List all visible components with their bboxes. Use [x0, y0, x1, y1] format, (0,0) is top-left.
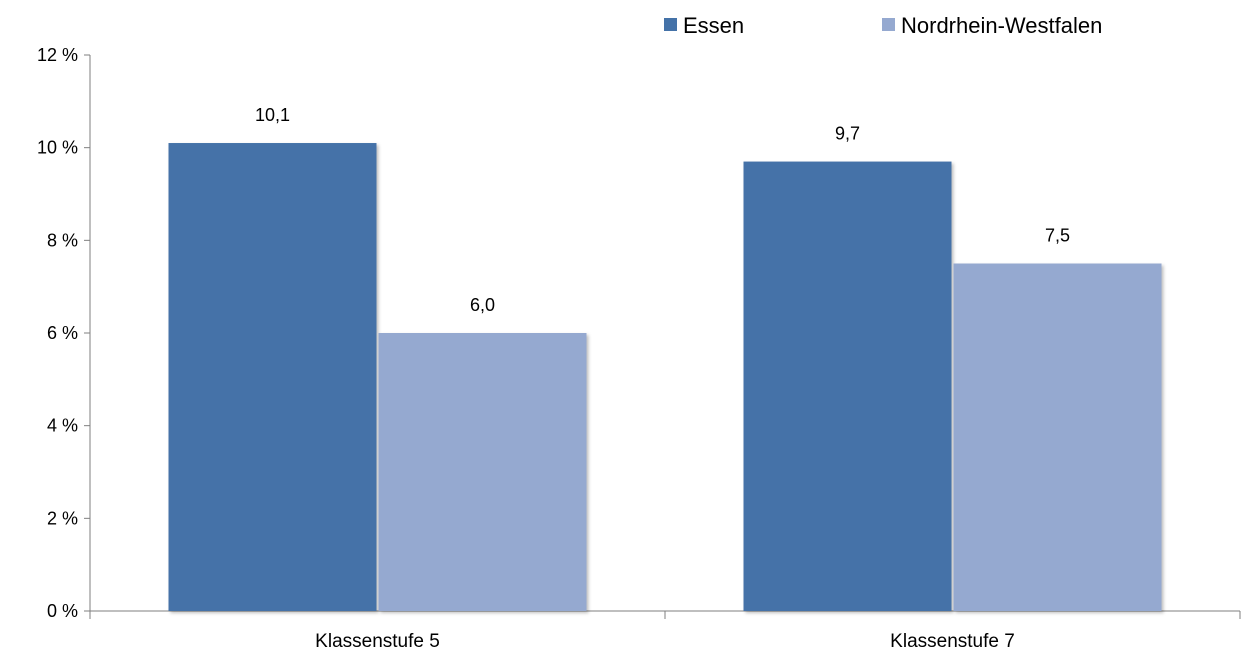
data-label: 7,5 — [1045, 226, 1070, 246]
y-tick-label: 12 % — [37, 45, 78, 65]
bar-nordrhein-westfalen — [953, 263, 1162, 611]
bars — [168, 143, 1162, 612]
y-tick-label: 6 % — [47, 323, 78, 343]
legend-label: Essen — [683, 13, 744, 38]
legend-label: Nordrhein-Westfalen — [901, 13, 1102, 38]
legend-swatch — [664, 18, 677, 31]
data-labels: 10,1 6,0 9,7 7,5 — [255, 105, 1070, 315]
bar-essen — [168, 143, 377, 612]
y-tick-label: 0 % — [47, 601, 78, 621]
y-tick-label: 8 % — [47, 230, 78, 250]
y-tick-label: 2 % — [47, 508, 78, 528]
data-label: 10,1 — [255, 105, 290, 125]
legend-swatch — [882, 18, 895, 31]
x-category-label: Klassenstufe 5 — [315, 631, 440, 652]
bar-nordrhein-westfalen — [378, 333, 587, 611]
axes: 0 % 2 % 4 % 6 % 8 % 10 % 12 % Klassenstufe 5 Kla… — [37, 45, 1241, 652]
x-category-label: Klassenstufe 7 — [890, 631, 1015, 652]
legend: Essen Nordrhein-Westfalen — [664, 13, 1102, 38]
y-tick-label: 10 % — [37, 138, 78, 158]
data-label: 6,0 — [470, 295, 495, 315]
y-tick-label: 4 % — [47, 416, 78, 436]
bar-essen — [743, 161, 952, 612]
data-label: 9,7 — [835, 124, 860, 144]
